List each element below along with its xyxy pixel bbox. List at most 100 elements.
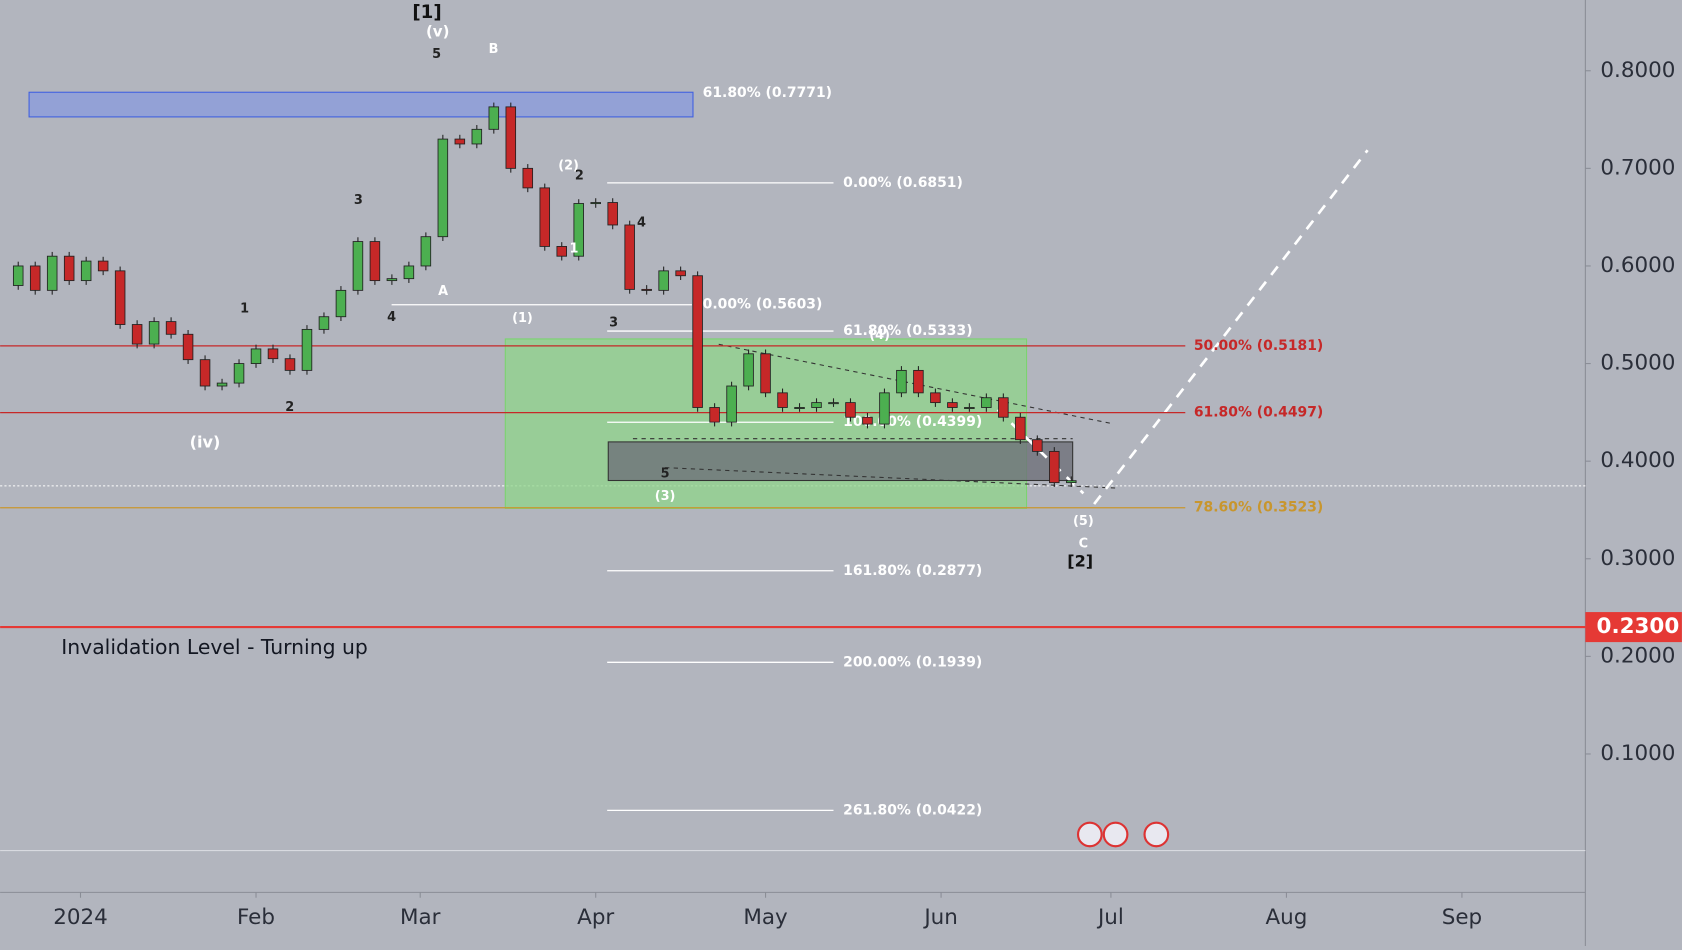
candle [369, 241, 381, 282]
y-tick-label: 0.4000 [1600, 448, 1675, 473]
x-tick-label: Apr [577, 905, 614, 930]
candle [1066, 480, 1077, 484]
event-icon [1076, 821, 1103, 848]
candle [284, 358, 296, 371]
candle [420, 236, 432, 267]
candle [233, 363, 245, 384]
wave-label: 1 [240, 301, 249, 316]
candle [505, 106, 517, 169]
wave-label: 2 [285, 400, 294, 415]
y-tick-label: 0.3000 [1600, 546, 1675, 571]
candle [335, 289, 347, 318]
candle [760, 353, 771, 394]
candle [1032, 439, 1043, 452]
wave-label: 4 [637, 216, 646, 231]
fib-label: 61.80% (0.5333) [843, 323, 972, 339]
candle [658, 270, 669, 291]
candle [148, 321, 160, 345]
invalidation-text: Invalidation Level - Turning up [61, 635, 368, 659]
candle [862, 416, 873, 425]
candle [267, 348, 279, 360]
wave-label: (5) [1073, 514, 1094, 529]
candle [1015, 416, 1026, 441]
fib-label: 161.80% (0.2877) [843, 563, 982, 579]
fib-label: 61.80% (0.4497) [1194, 405, 1323, 421]
candle [743, 353, 754, 387]
fib-label: 50.00% (0.5181) [1194, 338, 1323, 354]
candle [709, 407, 720, 423]
candle [216, 382, 228, 387]
wave-label: 5 [661, 467, 670, 482]
wave-label: [2] [1067, 552, 1093, 571]
candle [12, 265, 24, 286]
x-tick-label: Aug [1265, 905, 1307, 930]
wave-label: [1] [412, 2, 441, 23]
candle [607, 202, 618, 226]
wave-label: (iv) [190, 432, 221, 451]
candle [539, 187, 551, 247]
wave-label: A [438, 284, 448, 299]
wave-label: 3 [354, 193, 363, 208]
candle [386, 278, 398, 282]
fib-label: 0.00% (0.6851) [843, 175, 963, 191]
candle [165, 321, 177, 335]
x-tick-label: Jun [922, 905, 958, 930]
candle [675, 270, 686, 277]
candle [131, 324, 143, 345]
candle [556, 246, 567, 257]
candle [930, 392, 941, 404]
wave-label: (2) [558, 159, 579, 174]
wave-label: 4 [387, 310, 396, 325]
fib-label: 100.00% (0.4399) [843, 414, 982, 430]
y-tick-label: 0.6000 [1600, 253, 1675, 278]
candle [896, 369, 907, 394]
candle [981, 397, 992, 408]
candle [777, 392, 788, 408]
x-tick-label: May [743, 905, 788, 930]
wave-label: 3 [609, 315, 618, 330]
y-tick-label: 0.7000 [1600, 155, 1675, 180]
candle [352, 241, 364, 291]
candle [879, 392, 890, 425]
candle [828, 402, 839, 405]
candle [1049, 450, 1060, 484]
candle [29, 265, 41, 291]
candle [403, 265, 415, 280]
candle [964, 407, 975, 409]
candle [471, 128, 483, 145]
candle [794, 407, 805, 409]
blue-zone [28, 91, 694, 118]
candle [641, 288, 652, 291]
candle [114, 270, 126, 325]
wave-label: (4) [869, 328, 890, 343]
price-tag-label: 0.2300 [1597, 614, 1680, 639]
grey-zone [607, 441, 1074, 482]
candle [80, 260, 92, 282]
candle [63, 255, 75, 282]
fib-label: 261.80% (0.0422) [843, 802, 982, 818]
x-tick-label: Sep [1442, 905, 1482, 930]
candle [845, 402, 856, 418]
wave-label: C [1079, 536, 1088, 551]
wave-label: 5 [432, 47, 441, 62]
fib-label: 200.00% (0.1939) [843, 654, 982, 670]
fib-label: 61.80% (0.7771) [703, 85, 832, 101]
projection [1093, 149, 1369, 505]
candle [522, 167, 534, 189]
x-tick-label: Jul [1096, 905, 1124, 930]
trend-line [665, 467, 1116, 489]
candle [692, 275, 703, 408]
candle [46, 255, 58, 291]
y-tick-label: 0.5000 [1600, 351, 1675, 376]
price-tag [1585, 612, 1682, 643]
candle [97, 260, 109, 272]
y-tick-label: 0.1000 [1600, 741, 1675, 766]
candle [913, 369, 924, 394]
event-icon [1143, 821, 1170, 848]
fib-label: 78.60% (0.3523) [1194, 500, 1323, 516]
wave-label: B [489, 42, 499, 57]
event-icons [1076, 821, 1170, 848]
candle [301, 328, 313, 371]
fib-label: 0.00% (0.5603) [703, 297, 823, 313]
candle [590, 202, 601, 205]
